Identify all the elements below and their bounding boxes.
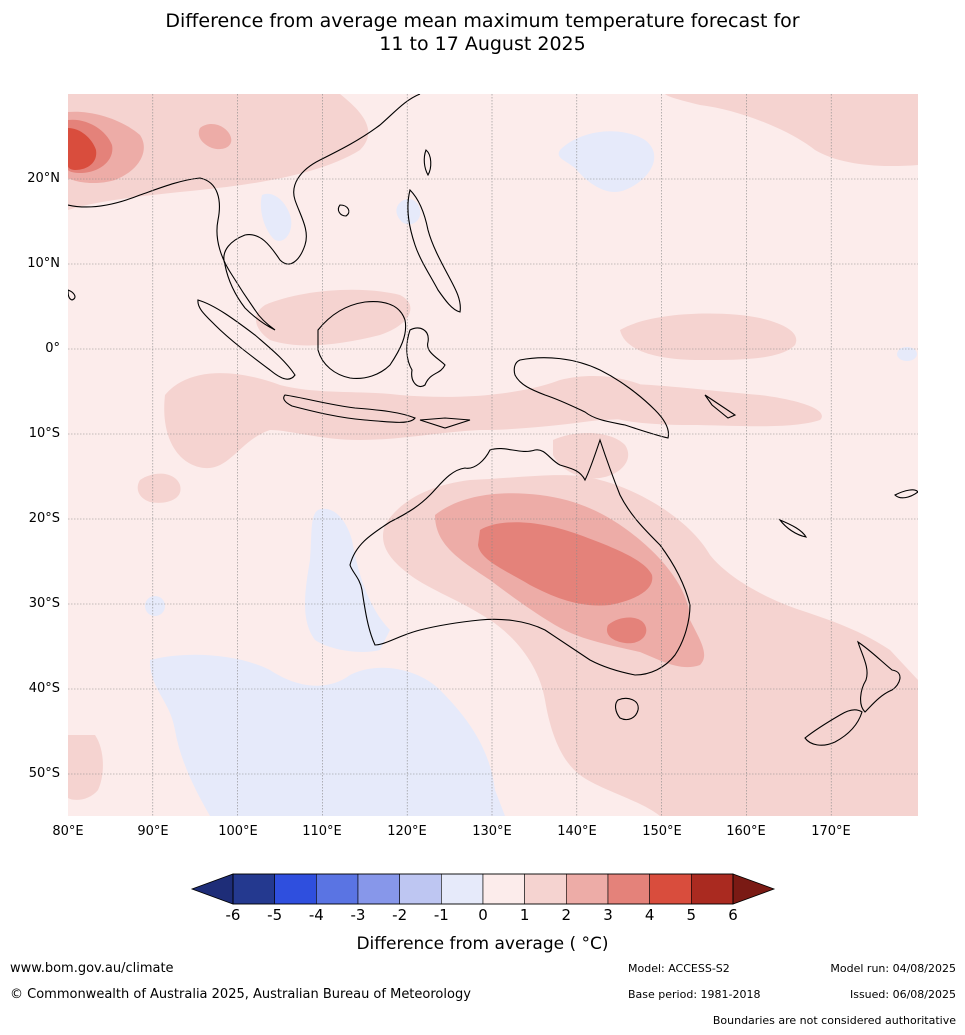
colorbar-bin-11 <box>691 873 734 905</box>
colorbar-tick-label: -6 <box>225 906 241 924</box>
footer-disclaimer: Boundaries are not considered authoritat… <box>712 1014 956 1027</box>
colorbar-tick-label: -5 <box>267 906 283 924</box>
map-contours <box>68 94 918 816</box>
colorbar-tick-label: -2 <box>392 906 408 924</box>
title-line-1: Difference from average mean maximum tem… <box>165 10 800 32</box>
cool-area-pacific <box>897 347 917 361</box>
lon-label-130e: 130°E <box>472 824 512 839</box>
lat-label-10n: 10°N <box>27 256 60 271</box>
lon-label-140e: 140°E <box>557 824 597 839</box>
coastline-hainan <box>337 204 350 217</box>
coastline-sulawesi <box>406 327 446 388</box>
colorbar-tick-label: 5 <box>686 906 697 924</box>
lon-label-160e: 160°E <box>726 824 766 839</box>
lat-label-10s: 10°S <box>28 426 60 441</box>
colorbar <box>190 873 776 905</box>
coastline-new-guinea <box>513 357 669 439</box>
colorbar-tick-label: -1 <box>433 906 449 924</box>
coastline-tasmania <box>615 697 639 721</box>
lon-label-150e: 150°E <box>642 824 682 839</box>
coastline-fiji <box>894 489 918 499</box>
lon-label-90e: 90°E <box>137 824 169 839</box>
colorbar-bin-7 <box>524 873 567 905</box>
lat-label-0: 0° <box>45 341 60 356</box>
lon-label-110e: 110°E <box>302 824 342 839</box>
coastline-borneo <box>317 301 407 379</box>
lon-label-170e: 170°E <box>811 824 851 839</box>
lat-label-20s: 20°S <box>28 511 60 526</box>
lat-label-40s: 40°S <box>28 681 60 696</box>
footer-model: Model: ACCESS-S2 <box>628 962 730 975</box>
cool-area-indochina <box>260 193 292 241</box>
coastline-taiwan <box>423 149 432 177</box>
colorbar-bin-10 <box>649 873 692 905</box>
lat-label-50s: 50°S <box>28 766 60 781</box>
coastlines <box>68 94 918 746</box>
lon-label-100e: 100°E <box>218 824 258 839</box>
colorbar-bin-6 <box>482 873 525 905</box>
colorbar-tick-label: 2 <box>561 906 572 924</box>
lon-label-120e: 120°E <box>387 824 427 839</box>
colorbar-tick-label: 1 <box>519 906 530 924</box>
colorbar-tick-label: 3 <box>603 906 613 924</box>
footer-website: www.bom.gov.au/climate <box>10 961 174 976</box>
colorbar-bin-0 <box>232 873 275 905</box>
footer-model-run: Model run: 04/08/2025 <box>830 962 956 975</box>
lat-label-20n: 20°N <box>27 171 60 186</box>
coastline-philippines <box>407 188 461 313</box>
map-title: Difference from average mean maximum tem… <box>0 10 965 56</box>
colorbar-bin-9 <box>607 873 650 905</box>
coastline-india-sri-lanka <box>68 289 76 301</box>
colorbar-tick-label: -3 <box>350 906 366 924</box>
cool-area-southern-ocean <box>150 654 505 816</box>
colorbar-bin-4 <box>399 873 442 905</box>
coastline-sumatra <box>197 299 296 380</box>
title-line-2: 11 to 17 August 2025 <box>379 33 586 55</box>
colorbar-tick-label: 6 <box>728 906 738 924</box>
coastline-se-asia <box>68 94 421 331</box>
colorbar-tick-label: -4 <box>308 906 324 924</box>
lat-label-30s: 30°S <box>28 596 60 611</box>
coastline-sunda-islands <box>419 417 471 429</box>
colorbar-bin-1 <box>274 873 317 905</box>
graticule <box>68 94 918 816</box>
colorbar-bin-2 <box>316 873 359 905</box>
footer-copyright: © Commonwealth of Australia 2025, Austra… <box>10 987 471 1002</box>
footer-base-period: Base period: 1981-2018 <box>628 988 761 1001</box>
colorbar-extend-low <box>190 873 234 905</box>
colorbar-extend-high <box>732 873 776 905</box>
cool-area-indian-ocean <box>145 596 165 616</box>
colorbar-tick-label: 4 <box>644 906 655 924</box>
coastline-solomon-islands <box>704 394 737 419</box>
cool-area-west-australia <box>305 508 390 652</box>
footer-issued: Issued: 06/08/2025 <box>849 988 956 1001</box>
coastline-java <box>283 394 416 423</box>
lon-label-80e: 80°E <box>52 824 84 839</box>
colorbar-bin-5 <box>441 873 484 905</box>
colorbar-tick-label: 0 <box>478 906 488 924</box>
colorbar-label: Difference from average ( °C) <box>356 934 609 954</box>
anomaly-4-5 <box>68 128 97 170</box>
colorbar-frame <box>232 873 734 905</box>
colorbar-bin-8 <box>566 873 609 905</box>
coastline-new-caledonia <box>778 518 808 538</box>
colorbar-bin-3 <box>357 873 400 905</box>
cool-area-philippine-sea <box>558 131 655 192</box>
coastline-australia <box>349 438 691 676</box>
coastline-new-zealand-north <box>857 640 901 713</box>
coastline-new-zealand-south <box>804 709 863 746</box>
